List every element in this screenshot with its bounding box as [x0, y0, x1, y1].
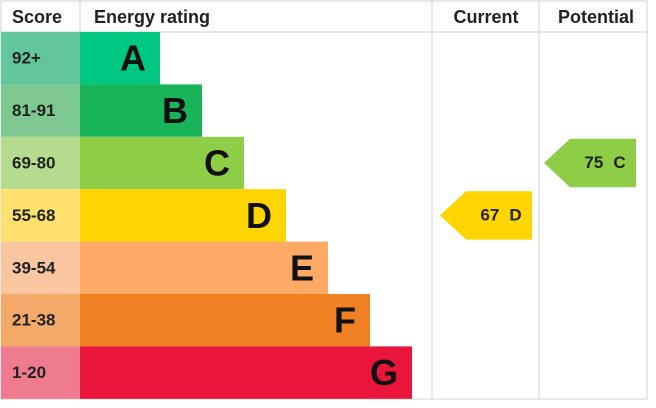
rating-bar [80, 241, 328, 294]
potential-arrow [544, 138, 636, 188]
score-label: 21-38 [12, 311, 55, 330]
rating-bar [80, 346, 412, 399]
potential-score: 75 [584, 153, 603, 172]
rating-bar [80, 294, 370, 347]
score-cell [1, 189, 80, 242]
header-rating: Energy rating [94, 7, 210, 27]
score-label: 1-20 [12, 363, 46, 382]
current-label: 67 D [480, 206, 521, 225]
score-label: 81-91 [12, 101, 55, 120]
rating-letter: C [204, 143, 230, 184]
rating-letter: F [334, 300, 356, 341]
rating-bar [80, 32, 160, 85]
header-potential: Potential [558, 7, 634, 27]
rating-letter: B [162, 90, 188, 131]
score-cell [1, 136, 80, 190]
current-letter: D [509, 206, 521, 225]
header-current: Current [453, 7, 518, 27]
rating-letter: E [290, 247, 314, 288]
score-label: 69-80 [12, 153, 55, 172]
header-score: Score [12, 7, 62, 27]
rating-bar [80, 84, 202, 137]
rating-letter: A [120, 38, 146, 79]
potential-letter: C [613, 153, 625, 172]
rating-bar [80, 189, 286, 242]
rating-letter: G [370, 352, 398, 393]
score-label: 39-54 [12, 258, 56, 277]
rating-bar [80, 136, 244, 190]
score-cell [1, 32, 80, 85]
potential-label: 75 C [584, 153, 625, 172]
score-label: 55-68 [12, 206, 55, 225]
score-cell [1, 84, 80, 137]
score-label: 92+ [12, 49, 41, 68]
score-cell [1, 241, 80, 294]
rating-letter: D [246, 195, 272, 236]
score-cell [1, 294, 80, 347]
current-score: 67 [480, 206, 499, 225]
current-arrow [440, 191, 532, 240]
score-cell [1, 346, 80, 399]
